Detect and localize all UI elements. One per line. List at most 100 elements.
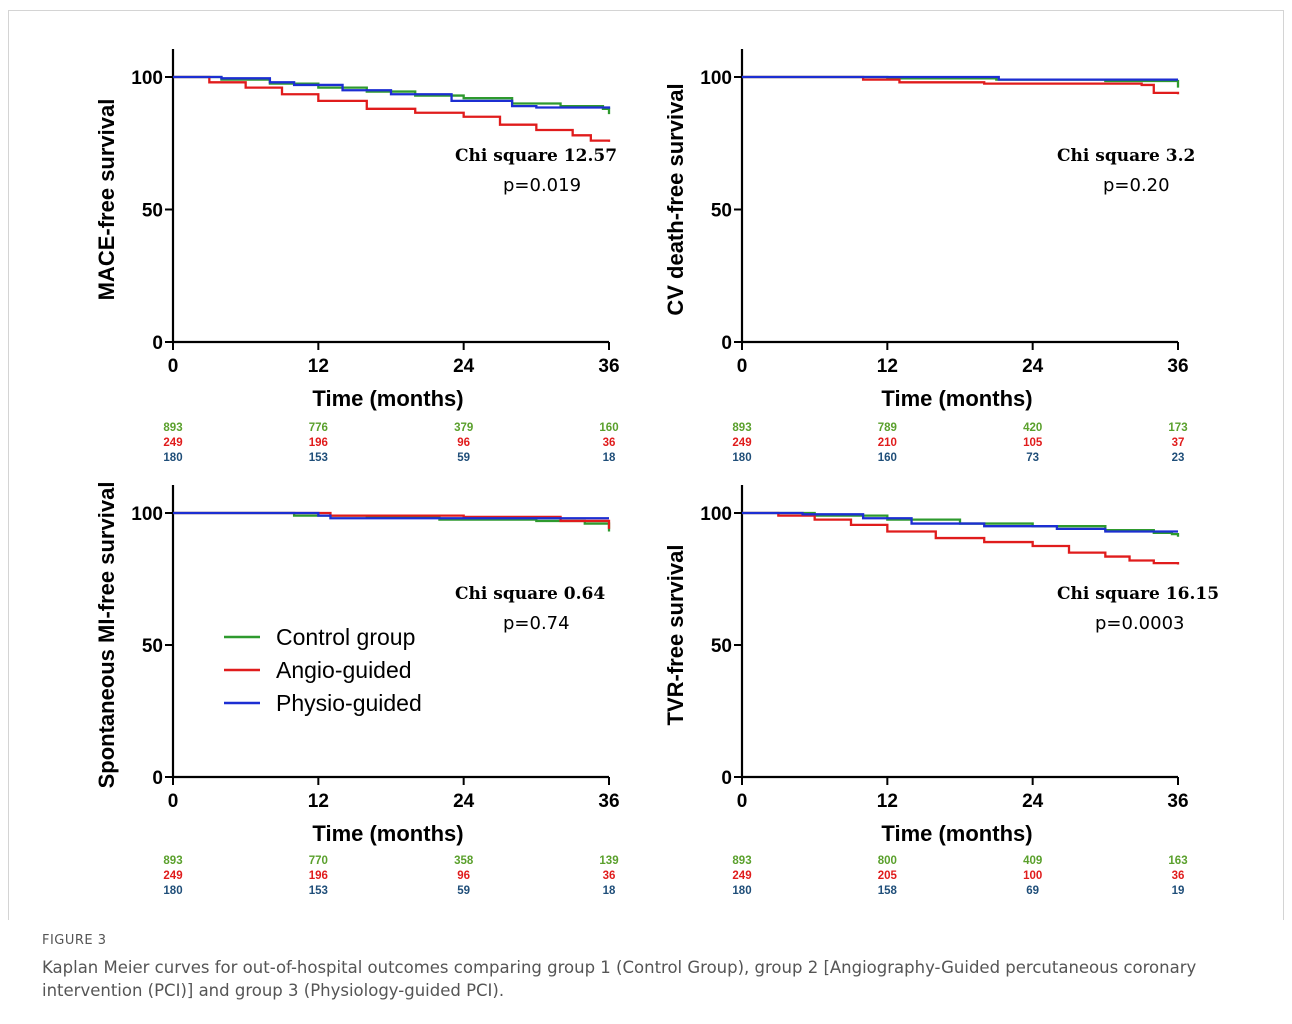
- risk-count-angio: 249: [163, 437, 182, 449]
- risk-count-angio: 205: [878, 870, 898, 882]
- x-tick-label: 36: [1167, 791, 1188, 812]
- y-axis-title: MACE-free survival: [94, 99, 119, 301]
- x-tick-label: 24: [453, 791, 475, 812]
- risk-count-physio: 73: [1026, 452, 1039, 464]
- chi-square-annotation: Chi square 3.2: [1057, 146, 1195, 166]
- risk-count-control: 893: [163, 422, 182, 434]
- x-axis-title: Time (months): [881, 821, 1032, 846]
- risk-count-physio: 153: [309, 452, 328, 464]
- risk-count-physio: 23: [1172, 452, 1185, 464]
- km-panel-1: 0 50 100 0 12 24 36 Time (months) MACE-free surv…: [94, 49, 620, 464]
- risk-count-control: 789: [878, 422, 897, 434]
- series-line-physio: [742, 75, 1178, 81]
- x-tick-label: 24: [1022, 356, 1044, 377]
- km-charts: 0 50 100 0 12 24 36 Time (months) MACE-free surv…: [94, 49, 1219, 897]
- series-line-physio: [173, 75, 611, 109]
- y-tick-label: 100: [700, 504, 732, 525]
- risk-count-physio: 153: [309, 885, 328, 897]
- y-tick-label: 50: [711, 201, 732, 222]
- risk-count-physio: 59: [457, 452, 470, 464]
- y-axis-title: TVR-free survival: [663, 545, 688, 726]
- risk-count-control: 893: [163, 855, 182, 867]
- risk-count-control: 139: [599, 855, 618, 867]
- km-panel-3: 0 50 100 0 12 24 36 Time (months) Spontaneous MI…: [94, 482, 620, 897]
- y-tick-label: 0: [152, 768, 163, 789]
- x-tick-label: 0: [168, 791, 179, 812]
- risk-count-control: 173: [1168, 422, 1187, 434]
- risk-count-angio: 100: [1023, 870, 1042, 882]
- risk-count-angio: 249: [163, 870, 182, 882]
- y-tick-label: 100: [700, 68, 732, 89]
- risk-count-physio: 59: [457, 885, 470, 897]
- y-tick-label: 0: [721, 768, 732, 789]
- figure-frame: [8, 10, 1284, 920]
- risk-count-physio: 180: [163, 885, 182, 897]
- risk-count-angio: 196: [309, 870, 328, 882]
- legend-label-control: Control group: [276, 624, 415, 650]
- risk-count-control: 776: [309, 422, 328, 434]
- x-tick-label: 36: [1167, 356, 1188, 377]
- risk-count-control: 163: [1168, 855, 1187, 867]
- y-tick-label: 50: [711, 636, 732, 657]
- risk-count-control: 358: [454, 855, 474, 867]
- legend: Control group Angio-guided Physio-guided: [224, 624, 422, 716]
- y-tick-label: 50: [142, 201, 163, 222]
- risk-count-angio: 105: [1023, 437, 1043, 449]
- risk-count-physio: 180: [732, 885, 751, 897]
- legend-label-angio: Angio-guided: [276, 657, 412, 683]
- p-value-annotation: p=0.019: [503, 175, 581, 196]
- x-tick-label: 12: [308, 791, 329, 812]
- y-tick-label: 0: [721, 333, 732, 354]
- series-line-angio: [742, 511, 1180, 565]
- x-tick-label: 24: [1022, 791, 1044, 812]
- risk-count-physio: 69: [1026, 885, 1039, 897]
- x-tick-label: 12: [877, 791, 898, 812]
- risk-count-control: 800: [878, 855, 897, 867]
- y-axis-title: Spontaneous MI-free survival: [94, 482, 119, 789]
- figure-label: FIGURE 3: [42, 933, 107, 948]
- y-tick-label: 0: [152, 333, 163, 354]
- x-tick-label: 0: [737, 791, 748, 812]
- risk-count-angio: 36: [1172, 870, 1185, 882]
- y-tick-label: 50: [142, 636, 163, 657]
- series-line-physio: [173, 511, 609, 520]
- p-value-annotation: p=0.20: [1103, 175, 1170, 196]
- risk-count-angio: 36: [603, 870, 616, 882]
- y-tick-label: 100: [131, 504, 163, 525]
- legend-label-physio: Physio-guided: [276, 690, 422, 716]
- risk-count-angio: 37: [1172, 437, 1185, 449]
- x-tick-label: 24: [453, 356, 475, 377]
- risk-count-angio: 210: [878, 437, 897, 449]
- risk-count-angio: 249: [732, 437, 751, 449]
- p-value-annotation: p=0.0003: [1095, 613, 1185, 634]
- x-tick-label: 12: [308, 356, 329, 377]
- risk-count-control: 893: [732, 855, 751, 867]
- risk-count-control: 893: [732, 422, 751, 434]
- risk-count-angio: 96: [457, 870, 470, 882]
- x-axis-title: Time (months): [881, 386, 1032, 411]
- x-axis-title: Time (months): [312, 821, 463, 846]
- risk-count-angio: 196: [309, 437, 328, 449]
- p-value-annotation: p=0.74: [503, 613, 570, 634]
- chi-square-annotation: Chi square 16.15: [1057, 584, 1219, 604]
- chi-square-annotation: Chi square 12.57: [455, 146, 617, 166]
- x-tick-label: 0: [168, 356, 179, 377]
- risk-count-control: 409: [1023, 855, 1042, 867]
- x-tick-label: 12: [877, 356, 898, 377]
- x-tick-label: 36: [598, 791, 619, 812]
- risk-count-control: 420: [1023, 422, 1042, 434]
- risk-count-physio: 160: [878, 452, 897, 464]
- risk-count-physio: 18: [603, 885, 616, 897]
- risk-count-physio: 19: [1172, 885, 1185, 897]
- risk-count-physio: 180: [732, 452, 751, 464]
- risk-count-control: 160: [599, 422, 618, 434]
- x-tick-label: 0: [737, 356, 748, 377]
- risk-count-physio: 18: [603, 452, 616, 464]
- km-panel-2: 0 50 100 0 12 24 36 Time (months) CV death-free …: [663, 49, 1195, 464]
- risk-count-control: 379: [454, 422, 473, 434]
- chi-square-annotation: Chi square 0.64: [455, 584, 605, 604]
- risk-count-physio: 180: [163, 452, 182, 464]
- km-panel-4: 0 50 100 0 12 24 36 Time (months) TVR-free survi…: [663, 485, 1219, 897]
- series-line-angio: [173, 75, 611, 142]
- risk-count-angio: 96: [457, 437, 470, 449]
